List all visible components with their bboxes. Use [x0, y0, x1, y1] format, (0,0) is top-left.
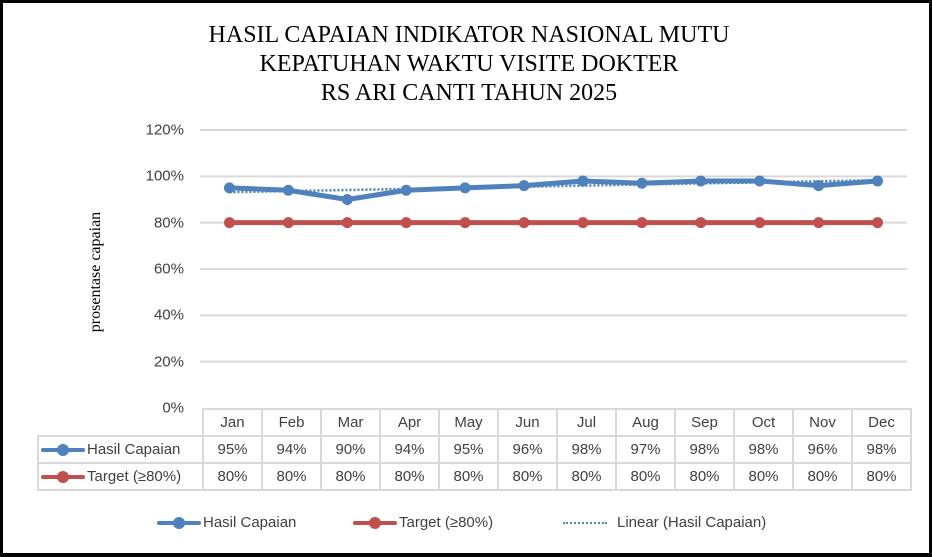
data-point-marker[interactable]: [695, 217, 707, 229]
legend-item-target: Target (≥80%): [353, 514, 493, 531]
data-cell: 80%: [379, 462, 440, 491]
data-point-marker[interactable]: [813, 217, 825, 229]
data-cell: 80%: [851, 462, 912, 491]
data-cell: 80%: [733, 462, 794, 491]
y-tick-label: 40%: [153, 306, 184, 324]
chart-title: HASIL CAPAIAN INDIKATOR NASIONAL MUTU KE…: [3, 21, 932, 108]
target-line-marker-icon: [353, 516, 397, 529]
category-header: Dec: [851, 408, 912, 437]
data-point-marker[interactable]: [400, 217, 412, 229]
data-table-header-row: Jan Feb Mar Apr May Jun Jul Aug Sep Oct Nov Dec: [38, 408, 912, 437]
category-header: Mar: [320, 408, 381, 437]
data-point-marker[interactable]: [872, 217, 884, 229]
data-point-marker[interactable]: [518, 217, 530, 229]
data-cell: 96%: [497, 435, 558, 464]
category-header: Oct: [733, 408, 794, 437]
hasil-legend-key-icon: [41, 444, 85, 457]
chart-legend: Hasil Capaian Target (≥80%) Linear (Hasi…: [0, 514, 932, 534]
data-point-marker[interactable]: [518, 180, 530, 192]
hasil-line-marker-icon: [157, 516, 201, 529]
data-cell: 97%: [615, 435, 676, 464]
data-cell: 80%: [792, 462, 853, 491]
data-point-marker[interactable]: [282, 184, 294, 196]
data-table: Jan Feb Mar Apr May Jun Jul Aug Sep Oct Nov Dec Has…: [37, 408, 912, 491]
target-legend-key-icon: [41, 471, 85, 484]
data-cell: 98%: [674, 435, 735, 464]
y-tick-label: 20%: [153, 353, 184, 371]
y-tick-label: 120%: [145, 121, 184, 139]
category-header: Jul: [556, 408, 617, 437]
title-line-2: KEPATUHAN WAKTU VISITE DOKTER: [259, 51, 679, 77]
data-cell: 98%: [556, 435, 617, 464]
y-tick-label: 100%: [145, 167, 184, 185]
data-table-row-target: Target (≥80%) 80% 80% 80% 80% 80% 80% 80% 80% 80…: [37, 462, 912, 491]
data-cell: 96%: [792, 435, 853, 464]
y-tick-label: 80%: [153, 214, 184, 232]
row-header-hasil: Hasil Capaian: [37, 435, 204, 464]
data-point-marker[interactable]: [223, 182, 235, 194]
category-header: Jan: [202, 408, 263, 437]
data-point-marker[interactable]: [695, 175, 707, 187]
data-point-marker[interactable]: [341, 217, 353, 229]
data-cell: 95%: [438, 435, 499, 464]
category-header: Apr: [379, 408, 440, 437]
data-point-marker[interactable]: [459, 217, 471, 229]
data-point-marker[interactable]: [577, 175, 589, 187]
data-point-marker[interactable]: [282, 217, 294, 229]
data-point-marker[interactable]: [341, 194, 353, 205]
category-header: Nov: [792, 408, 853, 437]
data-cell: 80%: [497, 462, 558, 491]
title-line-1: HASIL CAPAIAN INDIKATOR NASIONAL MUTU: [208, 22, 730, 48]
category-header: Jun: [497, 408, 558, 437]
data-cell: 94%: [261, 435, 322, 464]
data-cell: 95%: [202, 435, 263, 464]
data-point-marker[interactable]: [223, 217, 235, 229]
data-cell: 80%: [320, 462, 381, 491]
data-cell: 80%: [438, 462, 499, 491]
legend-item-linear: Linear (Hasil Capaian): [563, 514, 766, 531]
category-header: May: [438, 408, 499, 437]
legend-item-hasil: Hasil Capaian: [157, 514, 296, 531]
data-cell: 80%: [674, 462, 735, 491]
data-cell: 90%: [320, 435, 381, 464]
data-table-row-hasil: Hasil Capaian 95% 94% 90% 94% 95% 96% 98% 97% 98…: [37, 435, 912, 464]
data-cell: 80%: [261, 462, 322, 491]
data-point-marker[interactable]: [459, 182, 471, 194]
data-point-marker[interactable]: [636, 177, 648, 189]
category-header: Sep: [674, 408, 735, 437]
data-point-marker[interactable]: [636, 217, 648, 229]
row-header-target: Target (≥80%): [37, 462, 204, 491]
data-cell: 98%: [733, 435, 794, 464]
data-cell: 80%: [556, 462, 617, 491]
data-point-marker[interactable]: [754, 217, 766, 229]
category-header: Aug: [615, 408, 676, 437]
data-point-marker[interactable]: [813, 180, 825, 192]
trendline-overlay: [229, 179, 878, 194]
data-point-marker[interactable]: [577, 217, 589, 229]
data-cell: 80%: [615, 462, 676, 491]
y-tick-label: 0%: [162, 399, 184, 417]
category-header: Feb: [261, 408, 322, 437]
title-line-3: RS ARI CANTI TAHUN 2025: [320, 80, 618, 106]
data-cell: 98%: [851, 435, 912, 464]
data-cell: 94%: [379, 435, 440, 464]
data-point-marker[interactable]: [400, 184, 412, 196]
data-cell: 80%: [202, 462, 263, 491]
y-tick-label: 60%: [153, 260, 184, 278]
data-point-marker[interactable]: [754, 175, 766, 187]
dotted-trendline-icon: [563, 521, 607, 524]
